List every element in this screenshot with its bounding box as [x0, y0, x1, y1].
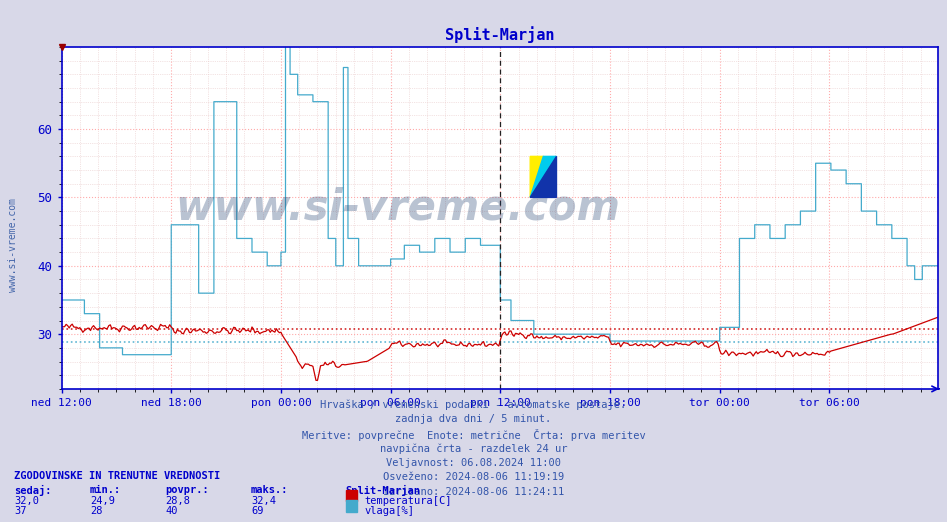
Text: Split-Marjan: Split-Marjan: [346, 485, 420, 496]
Text: Meritve: povprečne  Enote: metrične  Črta: prva meritev: Meritve: povprečne Enote: metrične Črta:…: [302, 429, 645, 441]
Polygon shape: [530, 157, 557, 197]
Text: sedaj:: sedaj:: [14, 485, 52, 496]
Text: 32,0: 32,0: [14, 496, 39, 506]
Text: vlaga[%]: vlaga[%]: [365, 506, 415, 516]
Text: min.:: min.:: [90, 485, 121, 495]
Text: temperatura[C]: temperatura[C]: [365, 496, 452, 506]
Text: 32,4: 32,4: [251, 496, 276, 506]
Polygon shape: [530, 157, 544, 197]
Text: maks.:: maks.:: [251, 485, 289, 495]
Polygon shape: [530, 157, 557, 197]
Text: 37: 37: [14, 506, 27, 516]
Text: navpična črta - razdelek 24 ur: navpična črta - razdelek 24 ur: [380, 443, 567, 454]
Text: ZGODOVINSKE IN TRENUTNE VREDNOSTI: ZGODOVINSKE IN TRENUTNE VREDNOSTI: [14, 471, 221, 481]
Title: Split-Marjan: Split-Marjan: [445, 26, 554, 43]
Text: Hrvaška / vremenski podatki - avtomatske postaje.: Hrvaška / vremenski podatki - avtomatske…: [320, 399, 627, 410]
Text: www.si-vreme.com: www.si-vreme.com: [175, 187, 620, 229]
Text: zadnja dva dni / 5 minut.: zadnja dva dni / 5 minut.: [396, 414, 551, 424]
Text: 69: 69: [251, 506, 263, 516]
Text: Veljavnost: 06.08.2024 11:00: Veljavnost: 06.08.2024 11:00: [386, 458, 561, 468]
Text: www.si-vreme.com: www.si-vreme.com: [8, 198, 18, 292]
Text: 40: 40: [166, 506, 178, 516]
Text: Osveženo: 2024-08-06 11:19:19: Osveženo: 2024-08-06 11:19:19: [383, 472, 564, 482]
Text: Izrisano: 2024-08-06 11:24:11: Izrisano: 2024-08-06 11:24:11: [383, 487, 564, 497]
Text: 28,8: 28,8: [166, 496, 190, 506]
Text: 28: 28: [90, 506, 102, 516]
Text: povpr.:: povpr.:: [166, 485, 209, 495]
Text: 24,9: 24,9: [90, 496, 115, 506]
